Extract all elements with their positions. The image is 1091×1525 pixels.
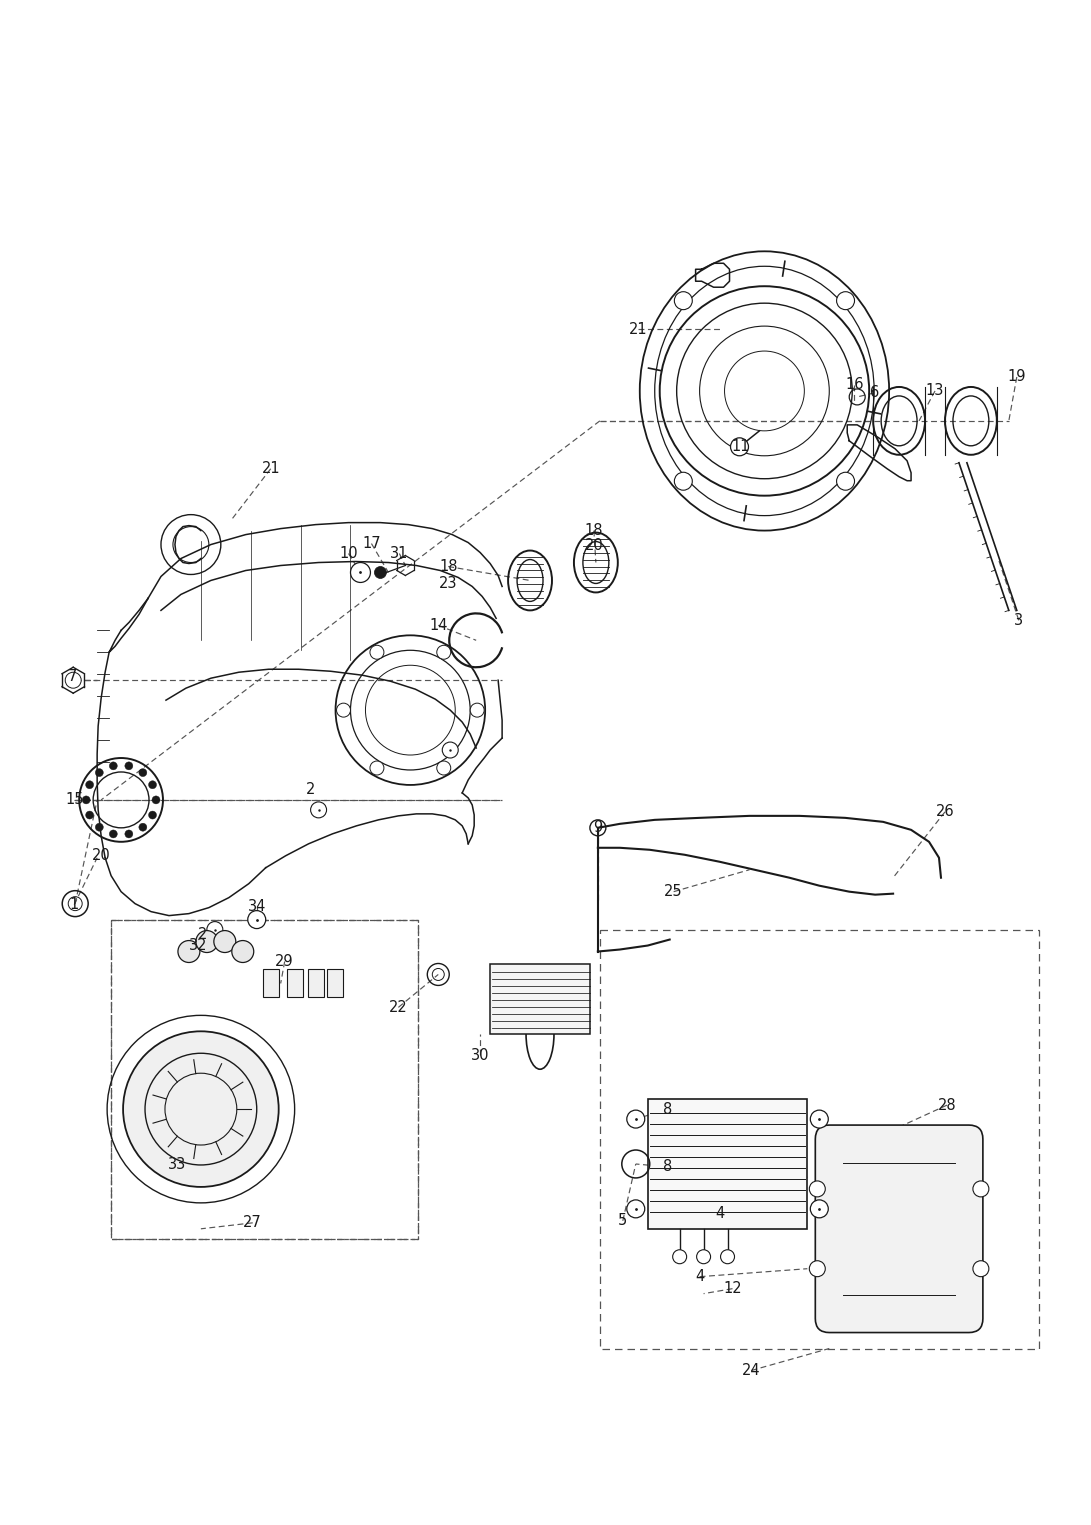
Text: 31: 31	[391, 546, 408, 561]
Circle shape	[810, 1180, 825, 1197]
Text: 6: 6	[870, 386, 878, 401]
Circle shape	[470, 703, 484, 717]
Circle shape	[231, 941, 254, 962]
Circle shape	[148, 811, 156, 819]
Circle shape	[82, 796, 91, 804]
Circle shape	[720, 1250, 734, 1264]
Circle shape	[674, 473, 693, 490]
Circle shape	[124, 830, 133, 837]
Text: 16: 16	[844, 378, 863, 392]
Bar	[287, 970, 302, 997]
Circle shape	[442, 743, 458, 758]
Text: 5: 5	[619, 1214, 627, 1228]
Bar	[326, 970, 343, 997]
Circle shape	[95, 824, 104, 831]
FancyBboxPatch shape	[815, 1125, 983, 1333]
Circle shape	[109, 830, 118, 837]
Text: 1: 1	[70, 897, 79, 912]
Circle shape	[674, 291, 693, 310]
Text: 2: 2	[199, 927, 207, 942]
Circle shape	[109, 762, 118, 770]
Text: 25: 25	[664, 884, 683, 900]
Text: 8: 8	[663, 1159, 672, 1174]
Circle shape	[311, 802, 326, 817]
Text: 29: 29	[275, 955, 293, 968]
Circle shape	[370, 645, 384, 659]
Circle shape	[207, 921, 223, 938]
Text: 13: 13	[926, 383, 944, 398]
Circle shape	[214, 930, 236, 953]
Text: 30: 30	[471, 1048, 490, 1063]
Text: 4: 4	[695, 1269, 704, 1284]
Circle shape	[810, 1261, 825, 1276]
Text: 12: 12	[723, 1281, 742, 1296]
Circle shape	[837, 473, 854, 490]
Bar	[490, 964, 590, 1034]
Circle shape	[811, 1200, 828, 1218]
Text: 18: 18	[585, 523, 603, 538]
Circle shape	[370, 761, 384, 775]
Circle shape	[123, 1031, 278, 1186]
Text: 17: 17	[362, 537, 381, 551]
Circle shape	[248, 910, 266, 929]
Text: 24: 24	[742, 1363, 760, 1379]
Circle shape	[65, 673, 81, 688]
Circle shape	[973, 1180, 988, 1197]
Bar	[308, 970, 324, 997]
Circle shape	[124, 762, 133, 770]
Circle shape	[627, 1110, 645, 1128]
Bar	[600, 930, 1039, 1348]
Circle shape	[811, 1110, 828, 1128]
Text: 34: 34	[248, 900, 266, 913]
Circle shape	[837, 291, 854, 310]
Circle shape	[627, 1200, 645, 1218]
Circle shape	[436, 761, 451, 775]
Circle shape	[148, 781, 156, 788]
Text: 21: 21	[628, 322, 647, 337]
Text: 23: 23	[439, 576, 457, 592]
Circle shape	[697, 1250, 710, 1264]
Text: 33: 33	[168, 1157, 187, 1173]
Bar	[263, 970, 278, 997]
Circle shape	[350, 563, 371, 583]
Circle shape	[139, 769, 147, 776]
Text: 21: 21	[262, 461, 280, 476]
Bar	[111, 920, 418, 1238]
Text: 3: 3	[1015, 613, 1023, 628]
Bar	[648, 1100, 807, 1229]
Circle shape	[336, 703, 350, 717]
Text: 9: 9	[594, 820, 602, 836]
Text: 11: 11	[731, 439, 750, 454]
Text: 19: 19	[1008, 369, 1026, 384]
Circle shape	[196, 930, 218, 953]
Text: 32: 32	[189, 938, 207, 953]
Circle shape	[731, 438, 748, 456]
Circle shape	[152, 796, 160, 804]
Text: 26: 26	[936, 804, 955, 819]
Text: 15: 15	[65, 793, 83, 807]
Text: 28: 28	[937, 1098, 957, 1113]
Circle shape	[95, 769, 104, 776]
Circle shape	[436, 645, 451, 659]
Text: 8: 8	[663, 1101, 672, 1116]
Text: 20: 20	[92, 848, 110, 863]
Circle shape	[85, 811, 94, 819]
Circle shape	[139, 824, 147, 831]
Circle shape	[374, 566, 386, 578]
Circle shape	[85, 781, 94, 788]
Circle shape	[973, 1261, 988, 1276]
Circle shape	[673, 1250, 686, 1264]
Text: 10: 10	[339, 546, 358, 561]
Text: 4: 4	[715, 1206, 724, 1222]
Text: 27: 27	[243, 1215, 262, 1231]
Text: 7: 7	[68, 669, 76, 683]
Circle shape	[178, 941, 200, 962]
Text: 2: 2	[305, 782, 315, 798]
Text: 18: 18	[439, 560, 457, 573]
Text: 14: 14	[429, 618, 447, 633]
Text: 20: 20	[585, 538, 603, 554]
Bar	[111, 920, 418, 1238]
Text: 22: 22	[389, 1000, 408, 1014]
